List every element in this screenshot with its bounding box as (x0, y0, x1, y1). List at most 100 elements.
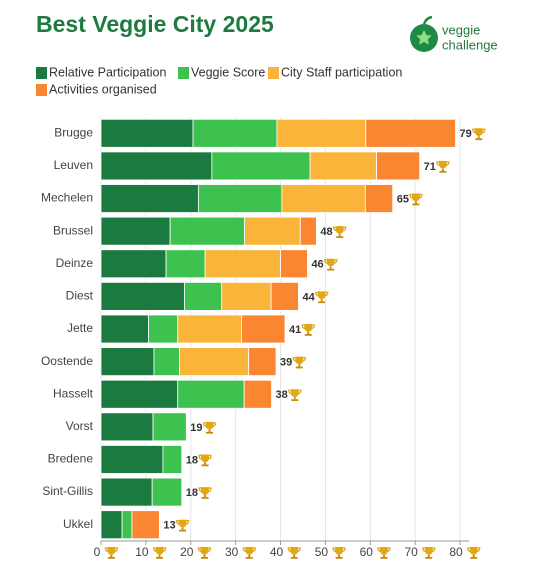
trophy-base (477, 136, 480, 139)
legend-swatch (178, 67, 189, 79)
trophy-icon (301, 324, 315, 336)
bar-segment (211, 151, 311, 181)
trophy-base (110, 555, 113, 557)
logo-text: challenge (442, 37, 498, 52)
trophy-base (336, 236, 344, 238)
x-tick-label: 0 (94, 545, 101, 559)
trophy-icon (152, 547, 167, 559)
trophy-handles (467, 547, 481, 553)
bar-segment (100, 379, 179, 409)
trophy-handles (242, 547, 256, 553)
trophy-handles (288, 389, 302, 395)
trophy-handles (324, 259, 338, 264)
bar-segment (192, 118, 278, 148)
trophy-cup (245, 547, 254, 555)
trophy-base (427, 555, 430, 557)
total-label: 46 (311, 259, 323, 271)
trophy-icon (175, 519, 190, 532)
logo-text: veggie (442, 22, 480, 37)
trophy-cup (411, 193, 420, 202)
bar-segment (131, 510, 160, 540)
trophy-icon (202, 421, 217, 434)
logo-star (416, 30, 432, 45)
trophy-icon (377, 547, 391, 559)
bar-segment (204, 249, 281, 279)
legend-label: City Staff participation (281, 65, 402, 79)
trophy-icon (422, 547, 436, 559)
legend-label: Activities organised (49, 82, 157, 96)
trophy-handles (436, 161, 450, 167)
bar-segment (165, 249, 206, 279)
trophy-cup (317, 291, 326, 300)
total-label: 38 (276, 389, 288, 401)
y-tick-label: Oostende (41, 354, 93, 368)
bar-segment (281, 184, 366, 213)
trophy-base (441, 168, 444, 171)
bar-segment (276, 118, 367, 148)
trophy-base (425, 557, 433, 559)
trophy-icon (436, 160, 450, 173)
trophy-base (412, 203, 420, 206)
bar-segment (280, 249, 308, 279)
bar-segment (376, 151, 421, 181)
trophy-base (327, 268, 335, 271)
x-tick-label: 20 (180, 545, 194, 559)
trophy-handles (377, 547, 391, 553)
bar-segment (148, 314, 179, 344)
bar-segment (184, 281, 223, 311)
total-label: 39 (280, 357, 292, 369)
bar-segment (153, 347, 180, 377)
trophy-cup (107, 547, 116, 555)
bar-segment (179, 347, 250, 377)
bar-segment (243, 379, 272, 409)
trophy-base (158, 555, 161, 557)
trophy-base (208, 429, 211, 432)
trophy-base (414, 201, 417, 204)
y-tick-label: Mechelen (41, 191, 93, 205)
trophy-base (470, 557, 478, 559)
trophy-handles (202, 422, 217, 427)
trophy-handles (315, 291, 329, 297)
bar-segment (309, 151, 377, 181)
bar-segment (100, 249, 167, 279)
legend-label: Relative Participation (49, 65, 166, 79)
trophy-base (338, 555, 341, 557)
trophy-cup (290, 389, 299, 398)
logo: veggie challenge (410, 15, 498, 52)
trophy-base (304, 334, 312, 336)
x-tick-label: 70 (404, 545, 418, 559)
trophy-icon (288, 389, 302, 402)
bar-segment (177, 314, 242, 344)
legend-swatch (268, 67, 279, 79)
trophy-cup (295, 356, 304, 365)
trophy-cup (474, 128, 483, 137)
trophy-icon (333, 226, 347, 238)
trophy-cup (335, 226, 344, 235)
bar-segment (244, 216, 301, 246)
x-tick-label: 40 (270, 545, 284, 559)
y-tick-label: Diest (66, 289, 94, 303)
trophy-handles (198, 454, 212, 460)
x-tick-label: 30 (225, 545, 239, 559)
bar-segment (100, 281, 185, 311)
x-tick-label: 80 (449, 545, 463, 559)
trophy-icon (324, 258, 338, 271)
trophy-base (245, 557, 253, 559)
trophy-handles (175, 520, 190, 525)
trophy-base (156, 557, 164, 559)
trophy-base (179, 529, 187, 532)
trophy-base (338, 234, 341, 237)
bar-segment (299, 216, 317, 246)
trophy-base (107, 557, 115, 559)
trophy-cup (424, 547, 433, 555)
bar-segment (100, 314, 149, 344)
trophy-cup (304, 324, 313, 332)
bar-segment (151, 477, 183, 507)
total-label: 18 (186, 487, 198, 499)
y-tick-label: Leuven (54, 158, 93, 172)
trophy-handles (422, 547, 436, 553)
trophy-handles (197, 547, 212, 553)
total-label: 71 (424, 161, 436, 173)
trophy-base (204, 495, 207, 498)
total-label: 41 (289, 324, 301, 336)
